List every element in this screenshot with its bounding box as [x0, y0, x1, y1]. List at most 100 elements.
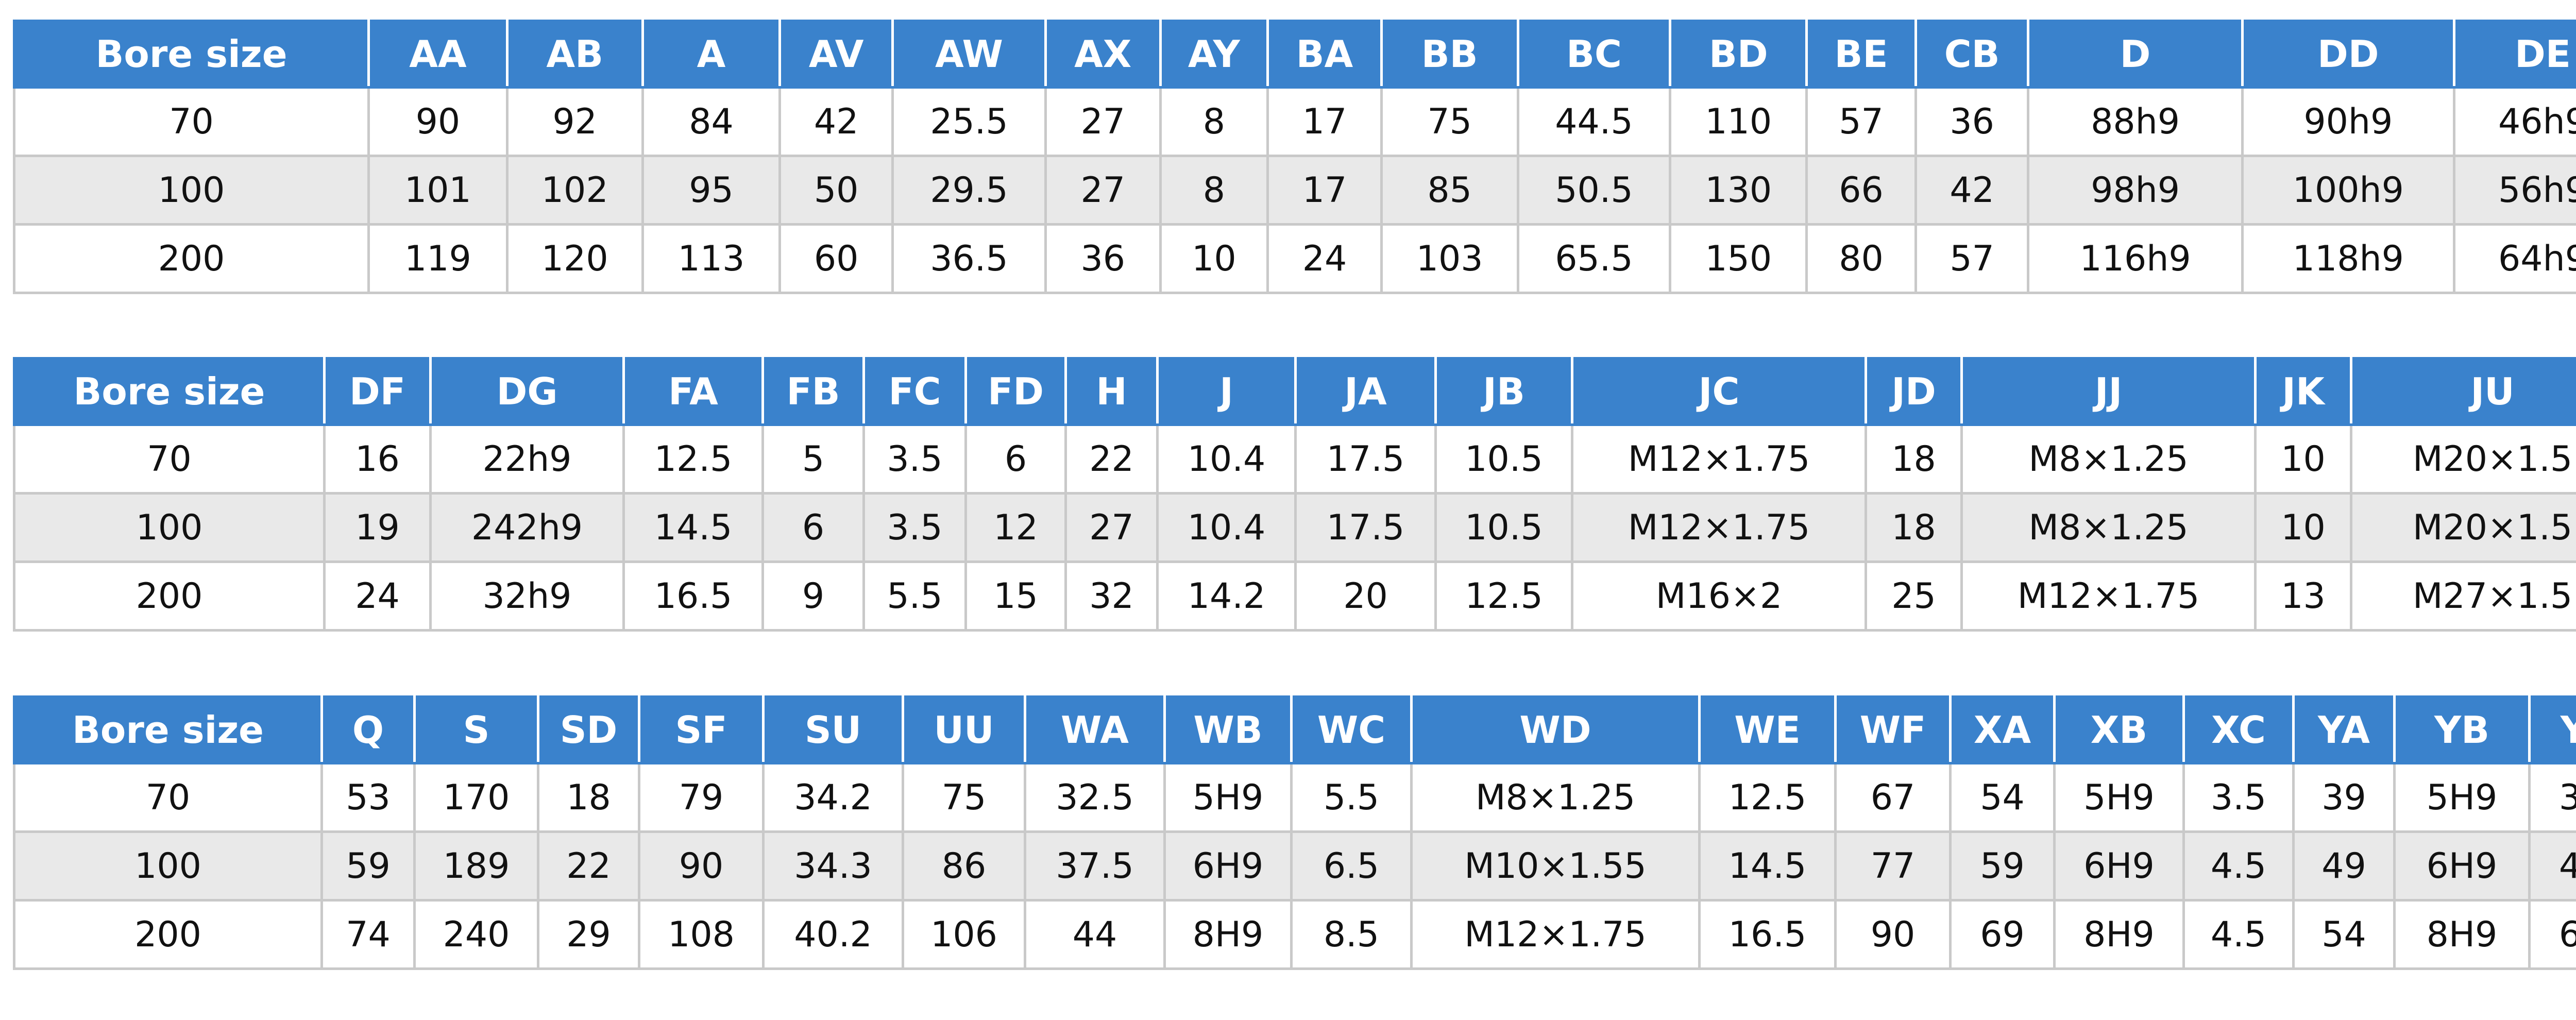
value-cell: 54	[1949, 762, 2056, 833]
value-cell: 6.5	[1290, 830, 1413, 902]
value-cell: 80	[1805, 223, 1917, 294]
value-cell: 56h9	[2452, 155, 2576, 226]
value-cell: 100h9	[2241, 155, 2455, 226]
header-cell: AA	[367, 20, 509, 89]
header-row: Bore size Q S SD SF SU UU WA WB WC WD WE WF XA XB XC YA Y…	[13, 695, 2576, 764]
table-header: Bore size Q S SD SF SU UU WA WB WC WD WE WF XA XB XC YA Y…	[13, 695, 2576, 764]
value-cell: M8×1.25	[1960, 423, 2257, 495]
value-cell: 14.5	[1698, 830, 1837, 902]
value-cell: 90	[367, 86, 509, 157]
value-cell: 32.5	[1024, 762, 1166, 833]
table-row: 100 59 189 22 90 34.3 86 37.5 6H9 6.5 M10×1.55 14.5…	[13, 830, 2576, 902]
value-cell: M8×1.25	[1960, 492, 2257, 563]
value-cell: 4.5	[2182, 830, 2295, 902]
header-cell: AV	[778, 20, 894, 89]
value-cell: 16.5	[1698, 899, 1837, 970]
header-cell: BD	[1669, 20, 1808, 89]
header-cell: JK	[2254, 357, 2352, 426]
value-cell: M12×1.75	[1960, 560, 2257, 632]
value-cell: 42	[778, 86, 894, 157]
value-cell: 36.5	[891, 223, 1047, 294]
header-cell: AY	[1159, 20, 1269, 89]
value-cell: 240	[413, 899, 539, 970]
value-cell: 9	[761, 560, 865, 632]
value-cell: 86	[902, 830, 1026, 902]
header-cell: AB	[505, 20, 644, 89]
value-cell: 44	[1024, 899, 1166, 970]
value-cell: 85	[1380, 155, 1519, 226]
header-cell-bore-size: Bore size	[13, 695, 323, 764]
table-body: 70 53 170 18 79 34.2 75 32.5 5H9 5.5 M8×1.25 12.5 67…	[13, 762, 2576, 970]
value-cell: 13	[2254, 560, 2352, 632]
value-cell: M16×2	[1571, 560, 1867, 632]
value-cell: 44.5	[1516, 86, 1672, 157]
value-cell: 29	[537, 899, 640, 970]
table-row: 200 74 240 29 108 40.2 106 44 8H9 8.5 M12×1.75 16.5…	[13, 899, 2576, 970]
value-cell: 50	[778, 155, 894, 226]
value-cell: 3.5	[862, 492, 967, 563]
value-cell: 150	[1669, 223, 1808, 294]
header-cell: D	[2027, 20, 2244, 89]
header-cell: YA	[2292, 695, 2396, 764]
value-cell: 22	[1064, 423, 1159, 495]
value-cell: 53	[320, 762, 416, 833]
header-cell: A	[641, 20, 782, 89]
value-cell: 16	[323, 423, 432, 495]
value-cell: M8×1.25	[1410, 762, 1701, 833]
value-cell: 22	[537, 830, 640, 902]
header-cell: BE	[1805, 20, 1917, 89]
header-cell: H	[1064, 357, 1159, 426]
value-cell: 60	[778, 223, 894, 294]
table-row: 70 53 170 18 79 34.2 75 32.5 5H9 5.5 M8×1.25 12.5 67…	[13, 762, 2576, 833]
value-cell: 16.5	[622, 560, 764, 632]
value-cell: 37.5	[1024, 830, 1166, 902]
dimension-table-1: Bore size AA AB A AV AW AX AY BA BB BC BD BE CB D DD DE …	[12, 20, 2576, 294]
bore-size-cell: 70	[12, 86, 370, 157]
header-cell: SU	[762, 695, 904, 764]
value-cell: 25.5	[891, 86, 1047, 157]
value-cell: M20×1.5	[2350, 492, 2576, 563]
header-cell: JA	[1294, 357, 1437, 426]
value-cell: 90	[1834, 899, 1952, 970]
value-cell: 29.5	[891, 155, 1047, 226]
value-cell: 102	[505, 155, 644, 226]
value-cell: M27×1.5	[2350, 560, 2576, 632]
table-body: 70 90 92 84 42 25.5 27 8 17 75 44.5 110 57 36 88h9 90h9…	[12, 86, 2576, 294]
value-cell: 6.5	[2528, 899, 2576, 970]
value-cell: 10.5	[1434, 423, 1573, 495]
value-cell: 5H9	[1163, 762, 1293, 833]
header-cell: WB	[1163, 695, 1293, 764]
value-cell: 10	[1159, 223, 1269, 294]
value-cell: 12.5	[1698, 762, 1837, 833]
value-cell: 17.5	[1294, 492, 1437, 563]
value-cell: 6H9	[2393, 830, 2531, 902]
value-cell: 5.5	[862, 560, 967, 632]
table-row: 100 19 242h9 14.5 6 3.5 12 27 10.4 17.5 10.5 M12×1.…	[13, 492, 2576, 563]
header-cell: XB	[2053, 695, 2185, 764]
bore-size-cell: 100	[13, 492, 326, 563]
value-cell: 34.3	[762, 830, 904, 902]
value-cell: 74	[320, 899, 416, 970]
value-cell: 25	[1865, 560, 1963, 632]
header-cell: CB	[1914, 20, 2030, 89]
value-cell: 18	[1865, 492, 1963, 563]
value-cell: M12×1.75	[1571, 423, 1867, 495]
value-cell: 17	[1266, 155, 1383, 226]
value-cell: 101	[367, 155, 509, 226]
header-cell: FB	[761, 357, 865, 426]
header-row: Bore size DF DG FA FB FC FD H J JA JB JC JD JJ JK JU	[13, 357, 2576, 426]
header-cell: YB	[2393, 695, 2531, 764]
value-cell: 17	[1266, 86, 1383, 157]
value-cell: 106	[902, 899, 1026, 970]
value-cell: 8	[1159, 86, 1269, 157]
header-cell: AX	[1044, 20, 1162, 89]
value-cell: 5	[761, 423, 865, 495]
header-cell: SD	[537, 695, 640, 764]
dimension-table-3: Bore size Q S SD SF SU UU WA WB WC WD WE WF XA XB XC YA Y…	[13, 695, 2576, 970]
header-cell: Q	[320, 695, 416, 764]
value-cell: 110	[1669, 86, 1808, 157]
value-cell: 8H9	[2393, 899, 2531, 970]
value-cell: 54	[2292, 899, 2396, 970]
table-header: Bore size AA AB A AV AW AX AY BA BB BC BD BE CB D DD DE	[12, 20, 2576, 89]
header-cell: DF	[323, 357, 432, 426]
